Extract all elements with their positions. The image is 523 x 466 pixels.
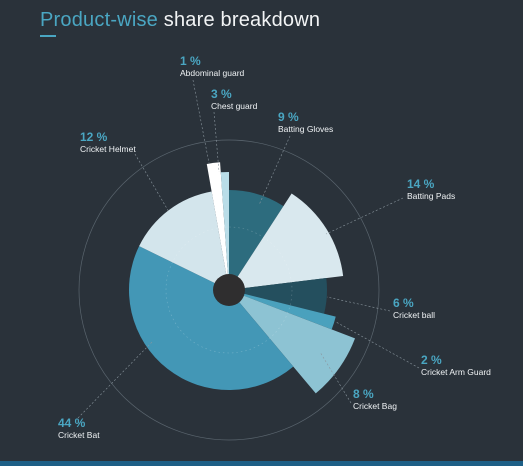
slice-batting-pads <box>229 193 344 290</box>
leader-cricket-ball <box>326 296 391 312</box>
category-label-cricket-bag: Cricket Bag <box>353 401 397 411</box>
pct-label-batting-pads: 14 % <box>407 177 435 191</box>
pct-label-batting-gloves: 9 % <box>278 110 299 124</box>
chart-title: Product-wise share breakdown <box>40 9 320 32</box>
pct-label-cricket-arm-guard: 2 % <box>421 353 442 367</box>
title-rest: share breakdown <box>158 9 321 31</box>
category-label-cricket-helmet: Cricket Helmet <box>80 144 136 154</box>
slice-chest-guard <box>220 172 229 290</box>
center-hub <box>213 274 245 306</box>
pct-label-cricket-bat: 44 % <box>58 416 86 430</box>
slice-cricket-helmet <box>139 191 229 290</box>
title-underline <box>40 35 56 37</box>
bottom-bar <box>0 461 523 466</box>
leader-cricket-helmet <box>134 153 170 213</box>
category-label-batting-pads: Batting Pads <box>407 191 455 201</box>
outer-guide-circle <box>78 139 380 441</box>
category-label-chest-guard: Chest guard <box>211 101 258 111</box>
leader-cricket-bag <box>319 351 352 404</box>
leader-batting-pads <box>325 197 404 235</box>
slice-cricket-ball <box>229 278 328 314</box>
pct-label-abdominal-guard: 1 % <box>180 54 201 68</box>
leader-batting-gloves <box>258 135 291 206</box>
pct-label-cricket-ball: 6 % <box>393 296 414 310</box>
slice-cricket-arm-guard <box>229 290 336 330</box>
inner-dotted-ring <box>165 226 293 354</box>
slice-batting-gloves <box>229 190 284 290</box>
pct-label-cricket-helmet: 12 % <box>80 130 108 144</box>
pct-label-chest-guard: 3 % <box>211 87 232 101</box>
category-label-abdominal-guard: Abdominal guard <box>180 68 245 78</box>
category-label-cricket-ball: Cricket ball <box>393 310 435 320</box>
slice-cricket-bag <box>229 290 356 394</box>
pct-label-cricket-bag: 8 % <box>353 387 374 401</box>
slices <box>128 162 356 394</box>
title-highlight: Product-wise <box>40 9 158 31</box>
slice-cricket-bat <box>128 246 294 390</box>
category-label-batting-gloves: Batting Gloves <box>278 124 333 134</box>
leader-abdominal-guard <box>192 79 210 164</box>
category-label-cricket-arm-guard: Cricket Arm Guard <box>421 367 491 377</box>
leader-cricket-bat <box>77 341 153 419</box>
category-label-cricket-bat: Cricket Bat <box>58 430 100 440</box>
slice-abdominal-guard <box>206 162 229 290</box>
leader-lines <box>77 79 420 419</box>
